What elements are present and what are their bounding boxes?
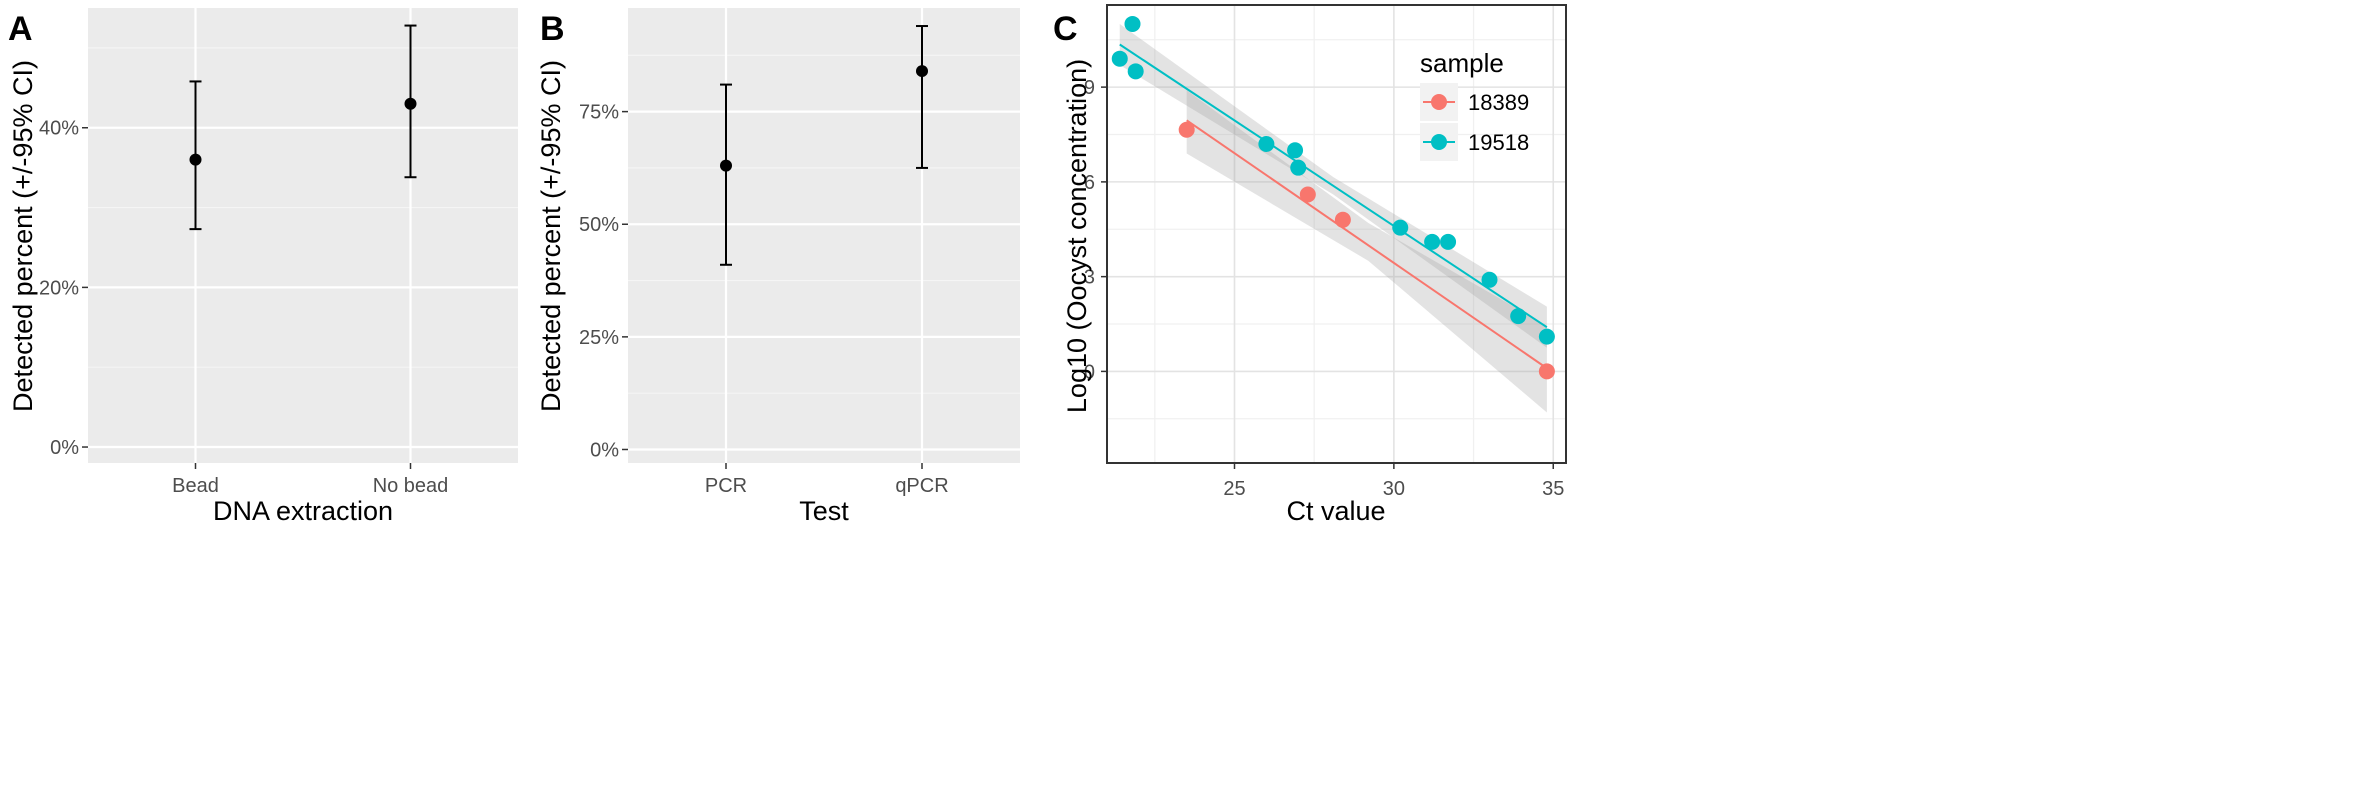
data-point-19518	[1111, 50, 1128, 67]
panel-c-background	[1107, 5, 1566, 463]
y-tick-label: 0%	[590, 439, 619, 461]
panel-b-x-title: Test	[799, 496, 849, 526]
data-point-18389	[1299, 186, 1316, 203]
data-point-19518	[1290, 159, 1307, 176]
legend-items: 18389 19518	[1420, 83, 1529, 161]
panel-c-points	[1111, 15, 1555, 380]
panel-c-border	[1106, 4, 1567, 464]
data-point-18389	[1178, 121, 1195, 138]
legend-point-19518	[1431, 134, 1447, 150]
panel-b-letter: B	[540, 10, 565, 48]
panel-b-background	[628, 8, 1020, 463]
data-point-19518	[1258, 135, 1275, 152]
panel-b-y-ticks: 0% 25% 50% 75%	[579, 102, 628, 461]
legend-point-18389	[1431, 94, 1447, 110]
panel-b-y-title: Detected percent (+/-95% CI)	[536, 60, 566, 412]
panel-a-marks	[189, 24, 417, 231]
panel-a-letter: A	[8, 10, 33, 48]
panel-b: B 0% 25% 50% 75% PCR qPCR Test Detected perc…	[536, 8, 1020, 526]
data-point	[720, 159, 732, 172]
y-tick-label: 75%	[579, 102, 619, 124]
fit-line-18389	[1186, 119, 1548, 370]
panel-a-y-ticks: 0% 20% 40%	[39, 118, 88, 459]
panel-a: A 0% 20% 40% Bead No bead DNA extraction De…	[8, 8, 518, 526]
y-tick-label: 0%	[50, 437, 79, 459]
data-point-19518	[1440, 233, 1457, 250]
panel-a-background	[88, 8, 518, 463]
data-point-19518	[1127, 63, 1144, 80]
panel-c-fit-lines	[1119, 43, 1548, 370]
data-point	[916, 65, 928, 78]
data-point	[404, 97, 417, 110]
panel-c-legend: sample 18389 19518	[1420, 48, 1529, 161]
panel-a-x-title: DNA extraction	[213, 496, 393, 526]
legend-title: sample	[1420, 48, 1504, 78]
y-tick-label: 3	[1084, 267, 1095, 289]
data-point	[189, 153, 202, 166]
panel-a-x-ticks: Bead No bead	[172, 463, 448, 497]
x-tick-label: 25	[1223, 478, 1245, 500]
panel-c-y-ticks: 0 3 6 9	[1084, 77, 1107, 383]
x-tick-label: qPCR	[895, 475, 948, 497]
x-tick-label: PCR	[705, 475, 747, 497]
data-point-19518	[1287, 142, 1304, 159]
x-tick-label: 30	[1383, 478, 1405, 500]
y-tick-label: 20%	[39, 277, 79, 299]
panel-b-marks	[720, 25, 928, 266]
panel-c-x-ticks: 25 30 35	[1223, 463, 1564, 500]
panel-b-x-ticks: PCR qPCR	[705, 463, 949, 497]
y-tick-label: 9	[1084, 77, 1095, 99]
panel-a-y-title: Detected percent (+/-95% CI)	[8, 60, 38, 412]
data-point-19518	[1124, 15, 1141, 32]
legend-label-19518: 19518	[1468, 130, 1529, 155]
x-tick-label: Bead	[172, 475, 219, 497]
y-tick-label: 50%	[579, 214, 619, 236]
data-point-19518	[1424, 233, 1441, 250]
y-tick-label: 6	[1084, 172, 1095, 194]
x-tick-label: 35	[1542, 478, 1564, 500]
data-point-19518	[1538, 328, 1555, 345]
fit-line-19518	[1119, 43, 1548, 329]
data-point-19518	[1510, 308, 1527, 325]
legend-label-18389: 18389	[1468, 90, 1529, 115]
confidence-band-18389	[1186, 90, 1547, 413]
data-point-19518	[1481, 271, 1498, 288]
y-tick-label: 0	[1084, 361, 1095, 383]
data-point-18389	[1334, 211, 1351, 228]
panel-c-x-title: Ct value	[1286, 496, 1385, 526]
x-tick-label: No bead	[373, 475, 449, 497]
panel-c: C 0 3 6 9 25 30 35 sample 18389 19518 Ct value…	[1053, 4, 1567, 526]
y-tick-label: 25%	[579, 327, 619, 349]
y-tick-label: 40%	[39, 118, 79, 140]
data-point-19518	[1392, 219, 1409, 236]
panel-c-y-title: Log10 (Oocyst concentration)	[1062, 59, 1092, 413]
panel-c-letter: C	[1053, 10, 1078, 48]
data-point-18389	[1538, 363, 1555, 380]
